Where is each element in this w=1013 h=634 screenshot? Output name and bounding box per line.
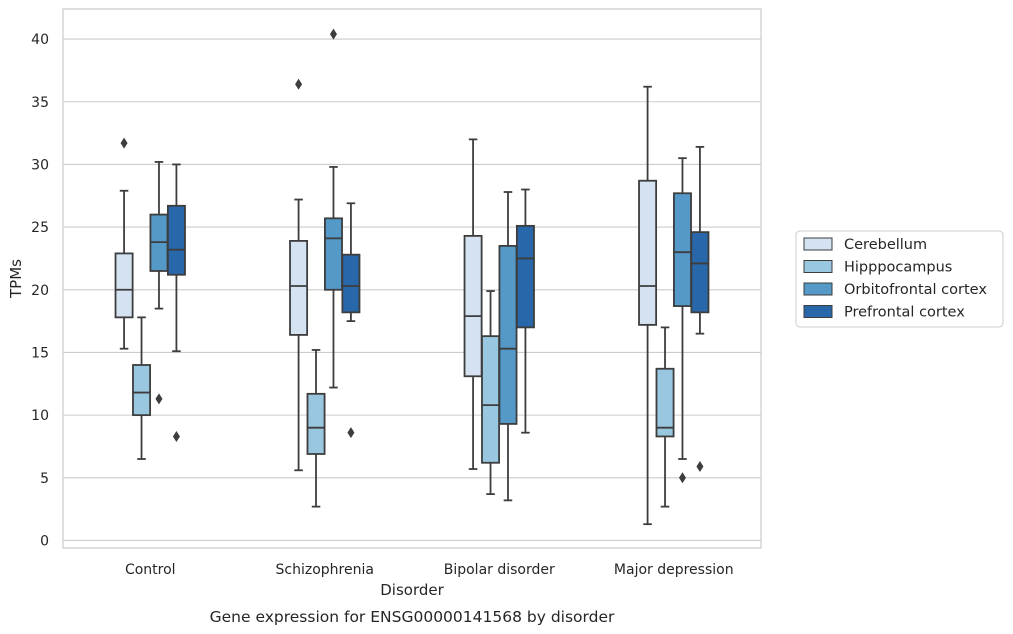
x-tick-label-control: Control bbox=[125, 562, 176, 578]
box-orbitofrontal-cortex-schizophrenia bbox=[324, 28, 343, 389]
box-prefrontal-cortex-schizophrenia bbox=[341, 202, 361, 439]
x-tick-label-major-depression: Major depression bbox=[614, 562, 734, 578]
box-orbitofrontal-cortex-major-depression bbox=[673, 157, 692, 484]
box-iqr bbox=[673, 192, 692, 307]
box-hipppocampus-control bbox=[132, 316, 151, 460]
y-tick-label: 25 bbox=[31, 220, 49, 236]
y-tick-label: 5 bbox=[40, 471, 49, 487]
legend-item-hipppocampus: Hipppocampus bbox=[803, 260, 952, 276]
x-tick-label-bipolar-disorder: Bipolar disorder bbox=[444, 562, 555, 578]
box-iqr bbox=[655, 367, 675, 438]
legend-label: Cerebellum bbox=[844, 237, 927, 253]
outlier-point bbox=[696, 461, 704, 473]
legend-swatch bbox=[803, 282, 833, 296]
series-hipppocampus bbox=[132, 290, 675, 508]
box-cerebellum-major-depression bbox=[638, 85, 658, 526]
outlier-point bbox=[347, 427, 355, 439]
box-hipppocampus-bipolar-disorder bbox=[481, 290, 500, 496]
series-cerebellum bbox=[114, 78, 658, 526]
box-cerebellum-bipolar-disorder bbox=[463, 138, 483, 470]
box-orbitofrontal-cortex-bipolar-disorder bbox=[498, 191, 518, 502]
box-prefrontal-cortex-major-depression bbox=[690, 145, 710, 473]
box-iqr bbox=[690, 231, 710, 314]
y-tick-label: 35 bbox=[31, 95, 49, 111]
outlier-point bbox=[155, 393, 163, 405]
x-axis-label: Disorder bbox=[380, 581, 444, 599]
outlier-point bbox=[678, 472, 686, 484]
legend-swatch bbox=[803, 260, 833, 273]
legend-label: Hipppocampus bbox=[844, 260, 952, 276]
outlier-point bbox=[120, 137, 128, 149]
y-tick-label: 30 bbox=[31, 157, 49, 173]
x-tick-label-schizophrenia: Schizophrenia bbox=[276, 562, 374, 578]
box-iqr bbox=[463, 234, 483, 378]
box-iqr bbox=[289, 239, 309, 336]
y-tick-label: 15 bbox=[31, 345, 49, 361]
box-iqr bbox=[306, 392, 326, 455]
y-axis-label: TPMs bbox=[7, 259, 25, 299]
box-cerebellum-control bbox=[114, 137, 134, 350]
box-iqr bbox=[498, 245, 518, 425]
y-tick-label: 40 bbox=[31, 32, 49, 48]
legend-item-orbitofrontal-cortex: Orbitofrontal cortex bbox=[803, 282, 987, 298]
chart-caption: Gene expression for ENSG00000141568 by d… bbox=[210, 608, 615, 626]
legend-swatch bbox=[803, 237, 833, 251]
legend-label: Orbitofrontal cortex bbox=[844, 282, 987, 298]
box-plot-series bbox=[114, 28, 710, 526]
box-iqr bbox=[515, 224, 535, 329]
legend-item-prefrontal-cortex: Prefrontal cortex bbox=[803, 305, 965, 321]
box-iqr bbox=[132, 364, 151, 417]
series-prefrontal-cortex bbox=[166, 145, 710, 473]
box-iqr bbox=[114, 252, 134, 319]
legend-item-cerebellum: Cerebellum bbox=[803, 237, 927, 253]
box-orbitofrontal-cortex-control bbox=[149, 161, 169, 405]
box-hipppocampus-major-depression bbox=[655, 326, 675, 508]
y-tick-label: 10 bbox=[31, 408, 49, 424]
box-iqr bbox=[324, 217, 343, 291]
box-iqr bbox=[166, 204, 186, 276]
series-orbitofrontal-cortex bbox=[149, 28, 692, 502]
legend: Cerebellum Hipppocampus Orbitofrontal cort… bbox=[795, 230, 1004, 328]
box-prefrontal-cortex-bipolar-disorder bbox=[515, 188, 535, 434]
x-axis-ticks: Control Schizophrenia Bipolar disorder Majo… bbox=[125, 562, 734, 578]
box-hipppocampus-schizophrenia bbox=[306, 349, 326, 508]
y-tick-label: 20 bbox=[31, 283, 49, 299]
outlier-point bbox=[172, 430, 180, 442]
outlier-point bbox=[295, 78, 303, 90]
legend-frame bbox=[795, 230, 1004, 328]
y-tick-label: 0 bbox=[40, 533, 49, 549]
legend-label: Prefrontal cortex bbox=[844, 305, 965, 321]
box-cerebellum-schizophrenia bbox=[289, 78, 309, 472]
box-iqr bbox=[638, 179, 658, 326]
legend-swatch bbox=[803, 305, 833, 318]
box-prefrontal-cortex-control bbox=[166, 163, 186, 442]
plot-frame bbox=[62, 8, 762, 549]
box-iqr bbox=[481, 335, 500, 464]
outlier-point bbox=[329, 28, 337, 40]
y-axis-ticks: 0 5 10 15 20 25 30 35 40 bbox=[31, 32, 49, 549]
box-iqr bbox=[341, 253, 361, 314]
